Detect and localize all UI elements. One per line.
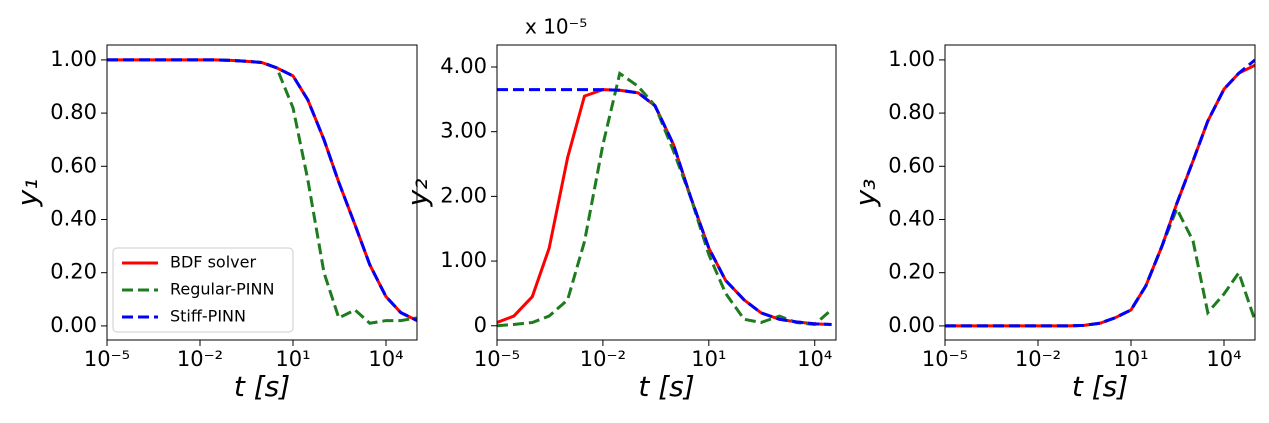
y-tick-label: 1.00 [50,47,97,71]
x-axis-label: t [s] [234,370,290,403]
plot-frame [944,44,1256,341]
y-tick-label: 0.80 [888,100,935,124]
x-tick-label: 10⁻⁵ [474,347,520,371]
x-tick-label: 10⁻⁵ [922,347,968,371]
y-tick-label: 0.20 [888,260,935,284]
series-line [945,63,1255,328]
x-axis-label: t [s] [1072,370,1128,403]
y-axis-label: y₂ [401,179,434,208]
x-tick-label: 10¹ [275,347,310,371]
x-tick-label: 10¹ [691,347,726,371]
x-tick-label: 10⁻⁵ [84,347,130,371]
x-tick-label: 10¹ [1113,347,1148,371]
x-tick-label: 10⁴ [1206,347,1241,371]
legend-label: Stiff-PINN [170,307,246,326]
x-tick-label: 10⁻² [177,347,223,371]
x-tick-label: 10⁻² [580,347,626,371]
y-tick-label: 4.00 [440,54,487,78]
y-tick-label: 1.00 [888,47,935,71]
series-line [107,58,417,322]
y-tick-label: 0.40 [50,206,97,230]
series-line [945,205,1255,328]
plot-frame [106,44,418,341]
y-tick-label: 0.60 [888,153,935,177]
y-axis-label: y₃ [849,179,882,208]
y-axis-label: y₁ [11,179,44,208]
series-line [945,58,1255,328]
y-tick-label: 0.00 [50,313,97,337]
series-line [497,88,832,326]
legend-label: Regular-PINN [170,280,274,299]
legend-label: BDF solver [170,253,256,272]
y-tick-label: 2.00 [440,183,487,207]
x-tick-label: 10⁻² [1015,347,1061,371]
legend-box [112,247,294,333]
axis-multiplier: x 10⁻⁵ [525,15,587,39]
x-tick-label: 10⁴ [368,347,403,371]
series-line [497,70,833,328]
y-tick-label: 3.00 [440,119,487,143]
y-tick-label: 0.80 [50,100,97,124]
plot-frame [496,44,837,341]
y-tick-label: 1.00 [440,248,487,272]
y-tick-label: 0 [474,313,487,337]
y-tick-label: 0.00 [888,313,935,337]
x-tick-label: 10⁴ [797,347,832,371]
x-axis-label: t [s] [638,370,694,403]
y-tick-label: 0.60 [50,153,97,177]
y-tick-label: 0.20 [50,260,97,284]
y-tick-label: 0.40 [888,206,935,230]
